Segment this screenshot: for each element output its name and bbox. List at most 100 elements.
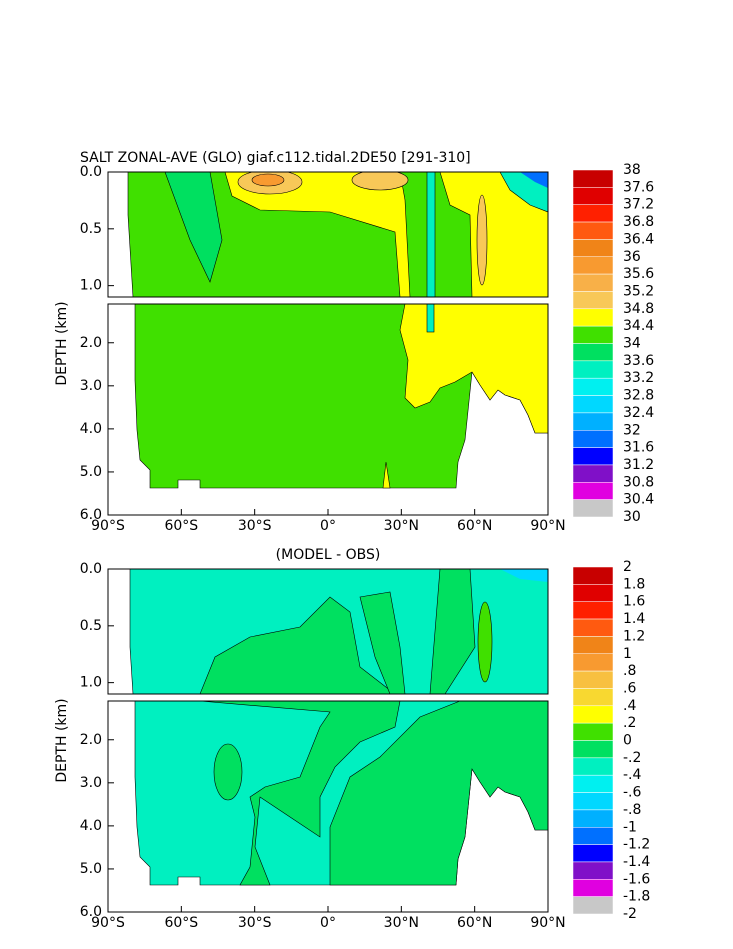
colorbar-label: 33.2 [623, 370, 654, 386]
colorbar-label: -.8 [623, 802, 641, 818]
colorbar-label: 36 [623, 249, 641, 265]
colorbar-label: 34 [623, 336, 641, 352]
colorbar-swatch [572, 412, 614, 431]
colorbar-label: 30.8 [623, 474, 654, 490]
colorbar-swatch [572, 482, 614, 500]
colorbar-label: 2 [623, 559, 632, 575]
colorbar-label: -1 [623, 819, 637, 835]
y-axis-label: DEPTH (km) [54, 301, 70, 385]
colorbar-swatch [572, 879, 614, 897]
colorbar-swatch [572, 618, 614, 637]
colorbar-label: 32 [623, 422, 641, 438]
y-tick-label: 6.0 [80, 904, 102, 920]
colorbar-swatch [572, 360, 614, 379]
colorbar-label: 36.4 [623, 231, 654, 247]
x-tick-label: 90°S [91, 518, 125, 534]
colorbar-swatch [572, 395, 614, 414]
colorbar-label: 31.2 [623, 457, 654, 473]
plot-frame [107, 568, 549, 695]
colorbar-label: 0 [623, 733, 632, 749]
colorbar-label: 32.4 [623, 405, 654, 421]
colorbar-label: .4 [623, 698, 636, 714]
colorbar-label: 1 [623, 646, 632, 662]
colorbar-swatch [572, 757, 614, 776]
colorbar-label: 36.8 [623, 214, 654, 230]
colorbar-swatch [572, 291, 614, 310]
colorbar-label: 35.2 [623, 283, 654, 299]
colorbar-swatch [572, 896, 614, 915]
colorbar-swatch [572, 705, 614, 724]
colorbar-swatch [572, 169, 614, 188]
x-tick-label: 60°N [457, 915, 492, 931]
colorbar-swatch [572, 792, 614, 811]
colorbar-swatch [572, 827, 614, 845]
colorbar-swatch [572, 239, 614, 257]
colorbar-swatch [572, 722, 614, 741]
colorbar-label: 32.8 [623, 388, 654, 404]
x-tick-label: 30°N [384, 915, 419, 931]
colorbar-swatch [572, 343, 614, 362]
chart-title: (MODEL - OBS) [276, 547, 381, 563]
colorbar-label: .6 [623, 680, 636, 696]
y-tick-label: 4.0 [80, 421, 102, 437]
chart-title: SALT ZONAL-AVE (GLO) giaf.c112.tidal.2DE… [80, 150, 471, 166]
colorbar-label: .2 [623, 715, 636, 731]
y-tick-label: 1.0 [80, 675, 102, 691]
colorbar-label: 38 [623, 162, 641, 178]
y-tick-label: 4.0 [80, 818, 102, 834]
y-tick-label: 5.0 [80, 464, 102, 480]
y-tick-label: 6.0 [80, 507, 102, 523]
colorbar-swatch [572, 774, 614, 793]
x-tick-label: 30°S [238, 518, 272, 534]
colorbar-swatch [572, 861, 614, 880]
colorbar-label: -.6 [623, 785, 642, 801]
x-tick-label: 90°N [530, 518, 565, 534]
x-tick-label: 0° [320, 518, 336, 534]
colorbar-label: 30.4 [623, 492, 654, 508]
y-tick-label: 2.0 [80, 732, 102, 748]
colorbar-label: 30 [623, 509, 641, 525]
field-bottom [129, 569, 548, 886]
colorbar-swatch [572, 256, 614, 275]
colorbar-label: 1.8 [623, 576, 645, 592]
y-tick-label: 2.0 [80, 335, 102, 351]
y-tick-label: 0.5 [80, 618, 102, 634]
colorbar-label: 37.2 [623, 197, 654, 213]
colorbar-label: 33.6 [623, 353, 654, 369]
x-tick-label: 0° [320, 915, 336, 931]
colorbar-label: -.4 [623, 767, 642, 783]
x-tick-label: 30°S [238, 915, 272, 931]
y-tick-label: 5.0 [80, 861, 102, 877]
colorbar-swatch [572, 584, 614, 602]
y-tick-label: 0.0 [80, 164, 102, 180]
colorbar-swatch [572, 221, 614, 240]
colorbar-swatch [572, 740, 614, 759]
colorbar-label: 35.6 [623, 266, 654, 282]
colorbar-swatch [572, 688, 614, 707]
x-tick-label: 60°N [457, 518, 492, 534]
x-tick-label: 30°N [384, 518, 419, 534]
colorbar-swatch [572, 670, 614, 689]
y-tick-label: 1.0 [80, 278, 102, 294]
y-tick-label: 0.5 [80, 221, 102, 237]
colorbar-label: 31.6 [623, 440, 654, 456]
colorbar-swatch [572, 377, 614, 396]
colorbar-swatch [572, 308, 614, 327]
y-tick-label: 3.0 [80, 378, 102, 394]
colorbar-swatch [572, 809, 614, 828]
y-tick-label: 3.0 [80, 775, 102, 791]
colorbar-swatch [572, 566, 614, 585]
colorbar-label: -1.6 [623, 871, 650, 887]
colorbar-swatch [572, 273, 614, 292]
colorbar-swatch [572, 325, 614, 344]
colorbar-swatch [572, 430, 614, 448]
colorbar-swatch [572, 601, 614, 620]
y-axis-label: DEPTH (km) [54, 698, 70, 782]
colorbar-label: 1.6 [623, 594, 645, 610]
colorbar-label: 1.4 [623, 611, 645, 627]
colorbar-swatch [572, 187, 614, 205]
x-tick-label: 60°S [164, 915, 198, 931]
plot-frame [107, 171, 549, 298]
colorbar-label: 1.2 [623, 628, 645, 644]
